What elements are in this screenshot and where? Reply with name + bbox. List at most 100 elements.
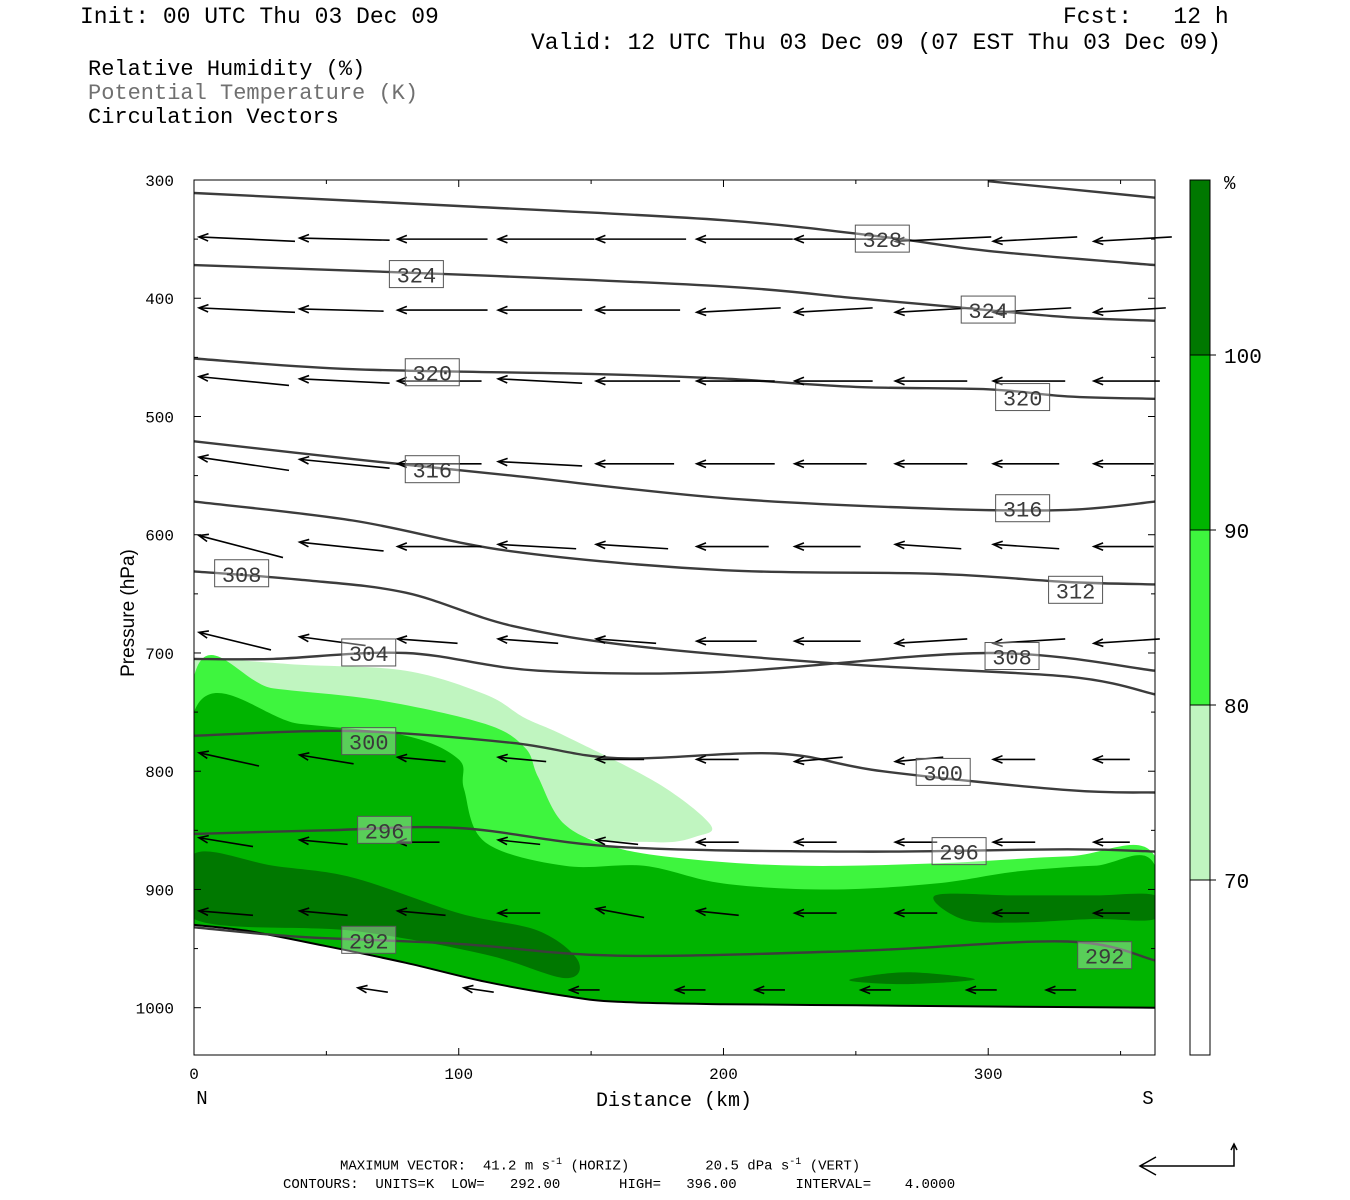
- contour-label: 320: [404, 358, 460, 388]
- contour-label: 312: [1048, 575, 1104, 605]
- wind-vector: [198, 534, 284, 559]
- wind-vector: [198, 752, 260, 767]
- wind-vector: [299, 378, 390, 385]
- contour-label: 320: [995, 383, 1051, 413]
- x-end-label-south: S: [1142, 1088, 1153, 1110]
- wind-vector-head: [991, 908, 1003, 918]
- wind-vector-head: [792, 636, 805, 646]
- wind-vector-head: [752, 985, 765, 995]
- wind-vector: [198, 631, 272, 651]
- y-tick-label: 800: [145, 764, 174, 782]
- wind-vector-head: [792, 837, 805, 847]
- theta-contour-320: [194, 357, 1155, 400]
- x-tick-label: 300: [974, 1066, 1003, 1084]
- wind-vector-head: [196, 454, 209, 463]
- colorbar-swatch: [1189, 179, 1211, 356]
- contour-label-text: 300: [349, 732, 389, 757]
- wind-vector: [596, 543, 669, 550]
- wind-vector: [696, 910, 739, 917]
- theta-contour-292: [194, 926, 1155, 962]
- colorbar-label: 90: [1224, 522, 1249, 545]
- wind-vector-head: [1091, 307, 1104, 317]
- wind-vector-head: [567, 985, 580, 995]
- wind-vector: [198, 375, 290, 387]
- contour-label: 324: [960, 295, 1016, 325]
- wind-vector: [895, 638, 968, 645]
- x-axis-label: Distance (km): [596, 1090, 752, 1113]
- colorbar-label: 70: [1224, 872, 1249, 895]
- theta-contour-layer: [194, 180, 1155, 962]
- contour-label: 300: [915, 757, 971, 787]
- rh-region-70-80: [194, 658, 713, 843]
- wind-vector-head: [694, 907, 707, 917]
- wind-vector-head: [893, 908, 905, 918]
- wind-vector-head: [297, 304, 310, 314]
- wind-vector-head: [196, 907, 209, 917]
- contour-label-text: 292: [349, 930, 389, 955]
- horiz-tag: (HORIZ): [562, 1158, 630, 1175]
- contour-label: 292: [341, 925, 397, 955]
- colorbar-label: 80: [1224, 697, 1249, 720]
- wind-vector-head: [297, 374, 310, 384]
- vector-layer: [196, 232, 1172, 995]
- theta-contour-296: [194, 825, 1155, 853]
- wind-vector-head: [395, 234, 408, 244]
- contour-label: 296: [357, 815, 413, 845]
- contour-label-text: 316: [1003, 499, 1043, 524]
- wind-vector-head: [593, 234, 606, 244]
- wind-vector-head: [593, 305, 606, 315]
- x-tick-label: 200: [709, 1066, 738, 1084]
- theta-contour-324: [194, 263, 1155, 322]
- wind-vector-head: [496, 836, 508, 846]
- contour-label-box: [854, 224, 910, 253]
- contour-label-box: [404, 455, 460, 484]
- wind-vector-head: [1091, 542, 1104, 552]
- valid-time: Valid: 12 UTC Thu 03 Dec 09 (07 EST Thu …: [531, 30, 1222, 56]
- wind-vector-head: [496, 457, 508, 467]
- wind-vector-head: [297, 752, 310, 761]
- wind-vector-head: [694, 542, 707, 552]
- wind-vector-head: [1091, 908, 1104, 918]
- wind-vector: [198, 836, 254, 848]
- wind-vector-head: [694, 307, 707, 317]
- wind-vector: [397, 910, 446, 917]
- wind-vector-head: [991, 754, 1003, 764]
- ref-vector-vert-head: [1230, 1142, 1238, 1151]
- wind-vector-head: [694, 837, 707, 847]
- wind-vector-head: [694, 636, 707, 646]
- wind-vector-head: [893, 459, 905, 469]
- contour-label-box: [357, 815, 413, 844]
- wind-vector-head: [196, 750, 209, 760]
- wind-vector-head: [593, 376, 606, 386]
- contour-label-text: 296: [939, 842, 979, 867]
- x-tick-label: 100: [444, 1066, 473, 1084]
- colorbar-swatch: [1189, 354, 1211, 531]
- wind-vector-head: [964, 985, 977, 995]
- wind-vector-head: [893, 837, 905, 847]
- contour-info: CONTOURS: UNITS=K LOW= 292.00 HIGH= 396.…: [283, 1177, 956, 1193]
- wind-vector-head: [593, 459, 606, 469]
- theta-contour-304: [194, 651, 1155, 675]
- wind-vector: [299, 237, 390, 242]
- wind-vector-head: [395, 376, 408, 386]
- rh-region-100+: [933, 893, 1155, 923]
- contour-label-text: 324: [968, 300, 1008, 325]
- wind-vector-head: [893, 756, 906, 766]
- wind-vector-head: [792, 376, 805, 386]
- wind-vector: [794, 756, 843, 763]
- wind-vector: [993, 307, 1072, 314]
- contour-label-box: [214, 559, 270, 588]
- reference-vector: [1138, 1142, 1238, 1176]
- wind-vector-head: [792, 908, 805, 918]
- contour-label: 324: [388, 260, 444, 290]
- colorbar-swatch: [1189, 704, 1211, 881]
- wind-vector: [198, 236, 296, 243]
- contour-label-box: [995, 383, 1051, 412]
- contour-label-box: [341, 727, 397, 756]
- unit-exponent: -1: [789, 1157, 802, 1168]
- terrain-line: [193, 923, 1156, 1009]
- wind-vector: [794, 307, 873, 314]
- field-vectors: Circulation Vectors: [88, 105, 339, 130]
- contour-label-box: [1077, 941, 1133, 970]
- wind-vector: [498, 378, 583, 385]
